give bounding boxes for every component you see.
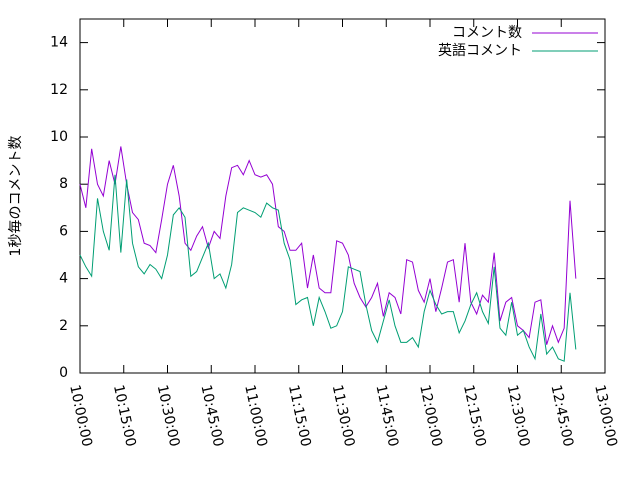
- x-tick-label: 13:00:00: [591, 383, 620, 448]
- plot-frame: [79, 18, 606, 374]
- x-tick-label: 12:30:00: [504, 383, 533, 448]
- x-tick-label: 10:30:00: [154, 383, 183, 448]
- x-tick-label: 10:00:00: [66, 383, 95, 448]
- y-axis-label: 1秒毎のコメント数: [8, 136, 24, 257]
- x-tick-label: 11:30:00: [329, 383, 358, 448]
- y-tick-label: 2: [59, 318, 68, 334]
- y-tick-label: 8: [59, 176, 68, 192]
- series-line: [79, 146, 577, 345]
- x-tick-label: 12:00:00: [416, 383, 445, 448]
- legend-label: コメント数: [452, 25, 522, 41]
- x-tick-label: 10:15:00: [110, 383, 139, 448]
- legend-label: 英語コメント: [438, 42, 522, 59]
- x-tick-label: 12:45:00: [547, 383, 576, 448]
- x-tick-label: 11:00:00: [241, 383, 270, 448]
- y-tick-label: 4: [59, 271, 68, 287]
- x-tick-label: 10:45:00: [197, 383, 226, 448]
- series-line: [79, 174, 577, 362]
- y-tick-label: 14: [50, 35, 68, 51]
- x-tick-label: 11:15:00: [285, 383, 314, 448]
- y-tick-label: 6: [59, 223, 68, 239]
- y-tick-label: 0: [59, 365, 68, 381]
- y-tick-label: 10: [50, 129, 68, 145]
- x-tick-label: 11:45:00: [372, 383, 401, 448]
- x-tick-label: 12:15:00: [460, 383, 489, 448]
- y-tick-label: 12: [50, 82, 68, 98]
